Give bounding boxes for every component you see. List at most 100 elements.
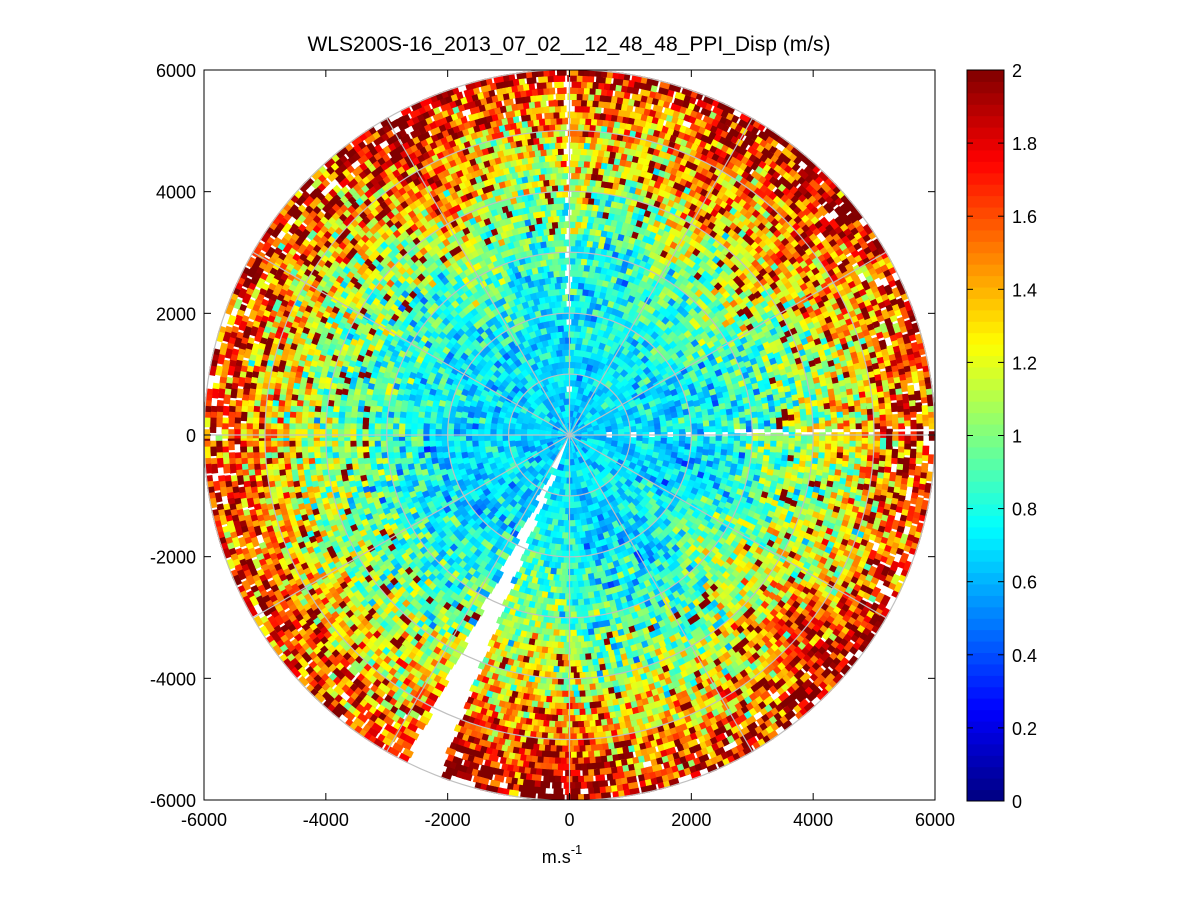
dispersion-cell (586, 338, 595, 347)
dispersion-cell (570, 263, 579, 271)
dispersion-cell (573, 425, 580, 432)
dispersion-cell (659, 419, 668, 427)
dispersion-cell (596, 463, 606, 473)
dispersion-cell (586, 438, 595, 444)
dispersion-cell (560, 330, 569, 338)
dispersion-cell (568, 233, 577, 241)
dispersion-cell (615, 495, 625, 505)
dispersion-cell (502, 422, 510, 431)
dispersion-cell (557, 444, 564, 452)
dispersion-cell (504, 410, 513, 420)
dispersion-cell (556, 436, 564, 440)
dispersion-cell (532, 435, 540, 442)
dispersion-cell (544, 529, 553, 538)
dispersion-cell (592, 439, 601, 446)
dispersion-cell (578, 441, 586, 448)
dispersion-cell (559, 425, 566, 432)
dispersion-cell (627, 448, 636, 457)
dispersion-cell (665, 448, 673, 456)
dispersion-cell (520, 435, 528, 442)
dispersion-cell (541, 503, 550, 512)
dispersion-cell (665, 419, 674, 427)
dispersion-cell (349, 429, 357, 438)
dispersion-cell (576, 488, 584, 496)
dispersion-cell (544, 438, 553, 444)
dispersion-cell (654, 428, 662, 435)
dispersion-cell (570, 507, 578, 515)
dispersion-cell (479, 411, 488, 420)
dispersion-cell (508, 428, 515, 436)
dispersion-cell (554, 331, 563, 339)
dispersion-cell (477, 429, 485, 436)
dispersion-cell (557, 482, 565, 491)
dispersion-cell (510, 376, 521, 386)
dispersion-cell (617, 428, 625, 435)
dispersion-cell (541, 398, 551, 408)
dispersion-cell (703, 436, 711, 444)
dispersion-cell (557, 418, 564, 426)
dispersion-cell (570, 489, 578, 497)
dispersion-cell (511, 476, 521, 486)
dispersion-cell (574, 426, 581, 432)
dispersion-cell (636, 428, 644, 435)
dispersion-cell (600, 400, 610, 410)
dispersion-cell (554, 420, 562, 428)
dispersion-cell (523, 373, 533, 383)
dispersion-cell (553, 422, 561, 429)
dispersion-cell (569, 447, 573, 454)
dispersion-cell (592, 467, 602, 477)
dispersion-cell (651, 450, 660, 459)
dispersion-cell (556, 361, 564, 369)
dispersion-cell (666, 424, 674, 433)
dispersion-cell (642, 437, 650, 444)
dispersion-cell (530, 383, 540, 393)
dispersion-cell (571, 416, 576, 424)
dispersion-cell (572, 476, 580, 485)
dispersion-cell (553, 506, 561, 515)
dispersion-cell (800, 435, 808, 444)
dispersion-cell (533, 397, 543, 407)
dispersion-cell (581, 431, 589, 435)
dispersion-cell (490, 446, 499, 454)
dispersion-cell (566, 416, 570, 423)
dispersion-cell (636, 434, 644, 442)
dispersion-cell (575, 444, 582, 452)
dispersion-cell (560, 476, 568, 485)
dispersion-cell (537, 401, 547, 411)
dispersion-cell (555, 367, 563, 376)
dispersion-cell (392, 429, 399, 437)
dispersion-cell (541, 454, 551, 464)
dispersion-cell (629, 437, 638, 445)
dispersion-cell (558, 392, 566, 400)
dispersion-cell (567, 367, 575, 375)
dispersion-cell (580, 437, 589, 442)
dispersion-cell (629, 425, 637, 433)
dispersion-cell (653, 416, 661, 424)
dispersion-cell (616, 486, 626, 496)
dispersion-cell (601, 475, 611, 485)
dispersion-cell (604, 465, 614, 475)
dispersion-cell (593, 429, 601, 435)
dispersion-cell (514, 428, 522, 436)
dispersion-cell (522, 391, 532, 401)
dispersion-cell (574, 361, 582, 369)
dispersion-cell (557, 428, 565, 433)
dispersion-cell (551, 500, 560, 508)
dispersion-cell (484, 446, 493, 454)
dispersion-cell (483, 435, 491, 442)
dispersion-cell (557, 519, 565, 527)
dispersion-cell (466, 446, 474, 454)
dispersion-cell (599, 428, 607, 435)
dispersion-cell (623, 425, 631, 433)
dispersion-cell (571, 318, 579, 326)
dispersion-cell (617, 439, 625, 448)
dispersion-cell (569, 483, 577, 491)
dispersion-cell (537, 459, 547, 469)
dispersion-cell (611, 428, 619, 435)
dispersion-cell (590, 461, 600, 471)
dispersion-cell (605, 425, 613, 433)
dispersion-cell (640, 448, 648, 456)
dispersion-cell (575, 450, 583, 459)
dispersion-cell (496, 440, 504, 448)
dispersion-cell (610, 483, 620, 494)
